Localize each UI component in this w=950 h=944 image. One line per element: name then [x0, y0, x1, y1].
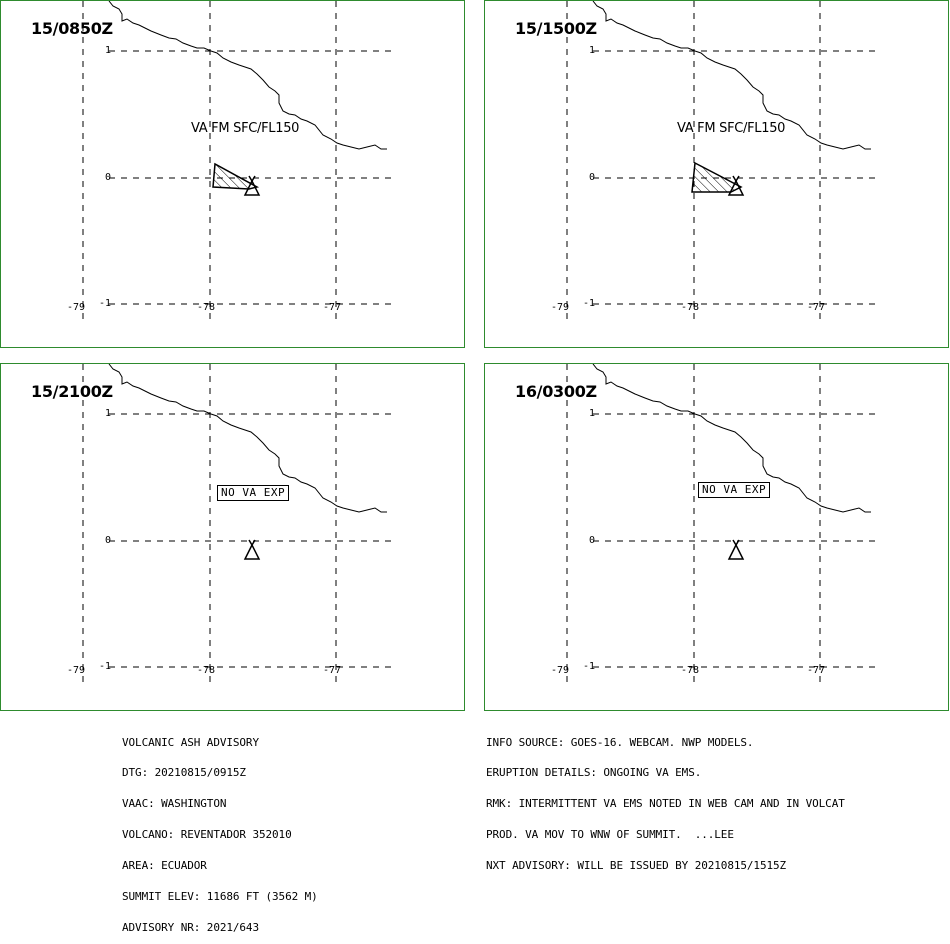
lon-label: -77 — [323, 665, 342, 676]
map-panel-4: 16/0300Z NO VA EXP 1 0 -1 -79 -78 -77 — [484, 363, 949, 711]
coastline — [592, 1, 871, 150]
volcano-icon — [243, 539, 261, 560]
va-level-label: VA FM SFC/FL150 — [191, 121, 300, 136]
advisory-line: DTG: 20210815/0915Z — [122, 766, 246, 780]
no-va-box: NO VA EXP — [698, 482, 771, 498]
map-panel-1: 15/0850Z VA FM SFC/FL150 1 0 -1 -79 -78 … — [0, 0, 465, 348]
graticule — [566, 364, 875, 684]
lon-label: -79 — [551, 302, 570, 313]
advisory-line: VOLCANO: REVENTADOR 352010 — [122, 828, 292, 842]
lat-label: 1 — [105, 408, 112, 419]
va-level-label: VA FM SFC/FL150 — [677, 121, 786, 136]
lat-label: 0 — [589, 535, 596, 546]
panel-time: 15/2100Z — [31, 382, 113, 401]
volcano-icon — [243, 175, 261, 196]
lon-label: -78 — [197, 665, 216, 676]
map-panel-2: 15/1500Z VA FM SFC/FL150 1 0 -1 -79 -78 … — [484, 0, 949, 348]
advisory-line: VOLCANIC ASH ADVISORY — [122, 735, 259, 749]
map-canvas — [82, 1, 391, 321]
graticule — [82, 1, 391, 321]
advisory-line: PROD. VA MOV TO WNW OF SUMMIT. ...LEE — [486, 828, 734, 842]
advisory-details-block: INFO SOURCE: GOES-16. WEBCAM. NWP MODELS… — [486, 717, 845, 882]
lat-label: 1 — [589, 45, 596, 56]
lat-label: -1 — [583, 298, 596, 309]
lat-label: 1 — [589, 408, 596, 419]
panel-time: 15/0850Z — [31, 19, 113, 38]
coastline — [592, 364, 871, 513]
coastline — [108, 364, 387, 513]
ash-polygon — [212, 162, 260, 190]
map-canvas — [82, 364, 391, 684]
volcano-icon — [727, 539, 745, 560]
lon-label: -77 — [807, 302, 826, 313]
lat-label: 0 — [105, 172, 112, 183]
lat-label: -1 — [99, 661, 112, 672]
no-va-box: NO VA EXP — [217, 485, 290, 501]
lon-label: -79 — [67, 665, 86, 676]
map-panel-3: 15/2100Z NO VA EXP 1 0 -1 -79 -78 -77 — [0, 363, 465, 711]
panel-time: 15/1500Z — [515, 19, 597, 38]
advisory-line: INFO SOURCE: GOES-16. WEBCAM. NWP MODELS… — [486, 735, 754, 749]
advisory-line: SUMMIT ELEV: 11686 FT (3562 M) — [122, 890, 318, 904]
lat-label: -1 — [99, 298, 112, 309]
lat-label: 0 — [105, 535, 112, 546]
map-canvas — [566, 1, 875, 321]
advisory-line: NXT ADVISORY: WILL BE ISSUED BY 20210815… — [486, 859, 787, 873]
advisory-line: ADVISORY NR: 2021/643 — [122, 920, 259, 934]
advisory-line: RMK: INTERMITTENT VA EMS NOTED IN WEB CA… — [486, 797, 845, 811]
lon-label: -79 — [67, 302, 86, 313]
graticule — [82, 364, 391, 684]
map-canvas — [566, 364, 875, 684]
lon-label: -78 — [197, 302, 216, 313]
lon-label: -79 — [551, 665, 570, 676]
lon-label: -77 — [323, 302, 342, 313]
coastline — [108, 1, 387, 150]
lon-label: -77 — [807, 665, 826, 676]
advisory-header-block: VOLCANIC ASH ADVISORY DTG: 20210815/0915… — [122, 717, 318, 944]
panel-time: 16/0300Z — [515, 382, 597, 401]
lon-label: -78 — [681, 665, 700, 676]
advisory-line: ERUPTION DETAILS: ONGOING VA EMS. — [486, 766, 702, 780]
lat-label: 1 — [105, 45, 112, 56]
advisory-line: VAAC: WASHINGTON — [122, 797, 227, 811]
graticule — [566, 1, 875, 321]
lat-label: 0 — [589, 172, 596, 183]
volcano-icon — [727, 175, 745, 196]
advisory-line: AREA: ECUADOR — [122, 859, 207, 873]
lon-label: -78 — [681, 302, 700, 313]
lat-label: -1 — [583, 661, 596, 672]
